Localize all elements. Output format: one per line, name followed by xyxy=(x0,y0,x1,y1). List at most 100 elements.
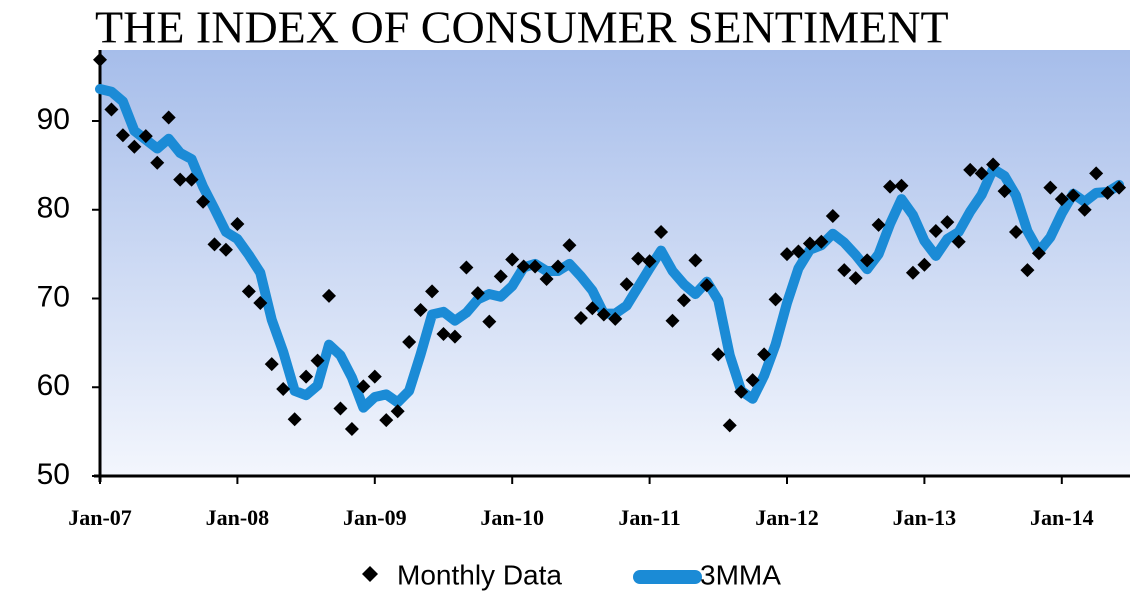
data-point xyxy=(459,260,474,275)
data-point xyxy=(1100,185,1115,200)
data-point xyxy=(802,236,817,251)
data-point xyxy=(287,412,302,427)
data-point xyxy=(631,251,646,266)
data-point xyxy=(310,353,325,368)
data-point xyxy=(1112,180,1127,195)
data-point xyxy=(390,404,405,419)
data-point xyxy=(379,413,394,428)
data-point xyxy=(951,234,966,249)
y-tick-label: 70 xyxy=(37,280,70,313)
data-point xyxy=(997,184,1012,199)
data-point xyxy=(1043,180,1058,195)
data-point xyxy=(516,259,531,274)
data-point xyxy=(883,179,898,194)
data-point xyxy=(654,224,669,239)
data-point xyxy=(791,244,806,259)
data-point xyxy=(253,295,268,310)
data-point xyxy=(127,139,142,154)
data-point xyxy=(367,369,382,384)
data-point xyxy=(482,314,497,329)
legend-label: 3MMA xyxy=(700,559,781,590)
data-point xyxy=(207,237,222,252)
data-point xyxy=(539,271,554,286)
data-point xyxy=(928,224,943,239)
data-point xyxy=(894,178,909,193)
data-point xyxy=(734,384,749,399)
data-point xyxy=(447,329,462,344)
data-point xyxy=(150,155,165,170)
x-tick-label: Jan-14 xyxy=(1030,505,1094,530)
data-point xyxy=(768,292,783,307)
y-tick-label: 50 xyxy=(37,458,70,491)
data-point xyxy=(676,293,691,308)
x-tick-label: Jan-10 xyxy=(480,505,544,530)
data-point xyxy=(562,238,577,253)
data-point xyxy=(264,357,279,372)
data-point xyxy=(413,303,428,318)
data-point xyxy=(837,263,852,278)
data-point xyxy=(974,166,989,181)
data-point xyxy=(905,265,920,280)
data-point xyxy=(917,257,932,272)
data-point xyxy=(940,215,955,230)
data-point xyxy=(93,52,107,67)
data-point xyxy=(173,172,188,187)
data-point xyxy=(642,254,657,269)
y-tick-label: 60 xyxy=(37,369,70,402)
data-point xyxy=(986,157,1001,172)
x-tick-label: Jan-08 xyxy=(206,505,270,530)
data-point xyxy=(665,313,680,328)
data-point xyxy=(528,259,543,274)
data-point xyxy=(688,253,703,268)
data-point xyxy=(425,284,440,299)
x-tick-label: Jan-07 xyxy=(68,505,132,530)
data-point xyxy=(402,334,417,349)
x-tick-label: Jan-11 xyxy=(618,505,680,530)
data-point xyxy=(138,129,153,144)
data-point xyxy=(104,102,119,117)
data-point xyxy=(344,421,359,436)
data-point xyxy=(161,110,176,125)
data-point xyxy=(436,327,451,341)
legend-label: Monthly Data xyxy=(397,559,562,590)
data-point xyxy=(1066,188,1081,203)
data-point xyxy=(1054,192,1069,207)
data-point xyxy=(1089,166,1104,181)
y-tick-label: 90 xyxy=(37,103,70,136)
data-point xyxy=(1077,202,1092,217)
data-point xyxy=(1009,224,1023,239)
data-point xyxy=(196,194,211,209)
data-point xyxy=(241,284,256,299)
data-point xyxy=(573,311,588,326)
data-point xyxy=(963,162,978,177)
data-point xyxy=(848,271,863,286)
data-point xyxy=(585,301,600,316)
data-point xyxy=(814,234,829,249)
data-point xyxy=(596,307,611,322)
legend-swatch xyxy=(362,566,378,582)
x-tick-label: Jan-09 xyxy=(343,505,407,530)
data-point xyxy=(1020,263,1035,278)
data-point xyxy=(322,288,336,303)
x-tick-label: Jan-13 xyxy=(893,505,957,530)
data-point xyxy=(505,252,520,267)
data-point xyxy=(551,259,565,274)
chart-title: THE INDEX OF CONSUMER SENTIMENT xyxy=(95,2,949,53)
data-point xyxy=(860,253,875,268)
data-point xyxy=(780,247,794,262)
data-point xyxy=(722,418,737,433)
data-point xyxy=(470,286,485,301)
data-point xyxy=(218,242,233,257)
data-point xyxy=(230,216,245,231)
data-point xyxy=(493,269,508,284)
data-point xyxy=(356,379,371,394)
plot-area xyxy=(100,50,1130,476)
data-point xyxy=(757,347,772,362)
data-point xyxy=(276,382,291,397)
data-point xyxy=(299,369,314,384)
data-point xyxy=(184,172,199,187)
x-tick-label: Jan-12 xyxy=(755,505,819,530)
data-point xyxy=(1031,246,1046,261)
data-point xyxy=(608,311,623,326)
